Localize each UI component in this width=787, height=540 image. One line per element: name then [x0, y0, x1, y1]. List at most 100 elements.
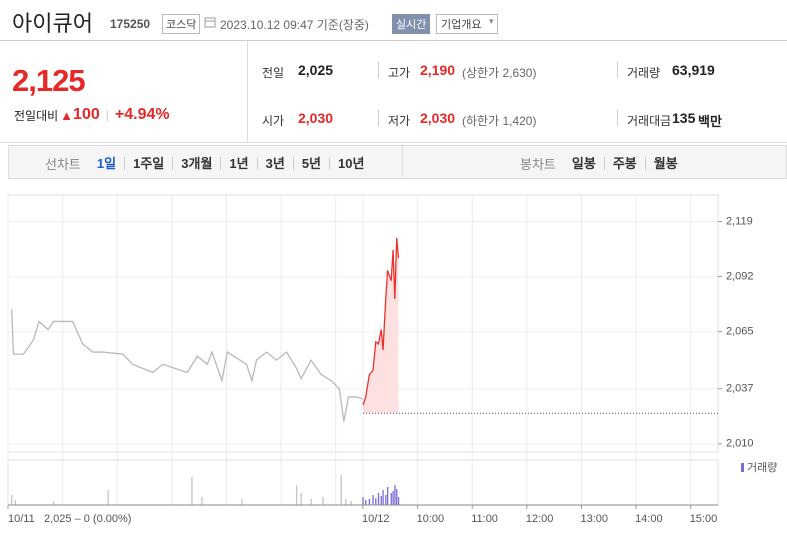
area: [363, 237, 399, 414]
price-line: [10, 309, 364, 422]
volume-bar: [377, 493, 380, 505]
price-box: [0, 41, 248, 142]
current-price: 2,125: [12, 63, 86, 98]
volume-bar: [362, 497, 364, 505]
x-tick-label: 12:00: [526, 513, 554, 525]
separator: [617, 110, 618, 126]
volume-bar: [14, 500, 16, 505]
volume-bar: [52, 501, 55, 505]
y-tick-label: 2,119: [726, 215, 753, 227]
legend-label: 거래량: [747, 461, 777, 474]
summary-value: 135: [672, 110, 696, 126]
volume-bar: [386, 487, 389, 505]
volume-bar: [385, 495, 387, 505]
volume-bar: [340, 475, 342, 505]
summary-value: 2,025: [298, 62, 334, 78]
summary-label: 시가: [262, 114, 285, 128]
up-arrow: ▲: [60, 107, 74, 123]
volume-bar: [375, 498, 377, 505]
volume-bar: [372, 495, 374, 505]
x-tick-label: 10:00: [417, 513, 445, 525]
volume-bar: [380, 496, 382, 505]
summary-note: (하한가 1,420): [462, 114, 537, 128]
volume-bar: [295, 485, 298, 505]
divider: [402, 146, 403, 178]
company-button[interactable]: 기업개요 ▾: [436, 14, 499, 34]
volume-bar: [191, 477, 193, 505]
summary-label: 거래량: [627, 66, 661, 80]
volume-bar: [365, 500, 367, 505]
y-tick-label: 2,010: [726, 438, 754, 450]
volume-bar: [300, 493, 302, 505]
volume-bar: [390, 493, 392, 505]
summary-note: (상한가 2,630): [462, 66, 537, 80]
volume-bar: [382, 490, 384, 505]
tab[interactable]: 일봉: [571, 156, 596, 171]
separator: [378, 110, 379, 126]
x-tick-label: 10/11: [8, 513, 35, 525]
volume-bar: [397, 497, 400, 505]
summary-value: 2,030: [420, 110, 456, 126]
separator: [617, 62, 618, 78]
volume-bar: [396, 489, 398, 505]
summary-value: 63,919: [672, 62, 715, 78]
company-label: 기업개요: [441, 19, 482, 31]
tab[interactable]: 1주일: [124, 157, 172, 170]
market-badge: 코스닥: [162, 14, 201, 34]
tab[interactable]: 3개월: [172, 157, 220, 170]
summary-label: 고가: [388, 66, 411, 80]
tab[interactable]: 1년: [220, 157, 256, 170]
change-label: 전일대비: [14, 108, 59, 123]
separator: [378, 62, 379, 78]
x-tick-label: 14:00: [635, 513, 663, 525]
volume-bar: [322, 497, 324, 505]
summary-label: 저가: [388, 114, 411, 128]
tab[interactable]: 5년: [292, 157, 329, 170]
datetime: 2023.10.12 09:47 기준(장중): [220, 18, 369, 32]
change-pct: +4.94%: [114, 106, 170, 123]
tab[interactable]: 월봉: [644, 157, 686, 170]
tab[interactable]: 10년: [329, 157, 372, 170]
volume-bar: [350, 501, 352, 505]
y-tick-label: 2,065: [726, 326, 754, 338]
summary-unit: 백만: [698, 114, 722, 129]
volume-bar: [241, 499, 243, 505]
change-row: 전일대비 ▲ 100 | +4.94%: [14, 106, 170, 124]
x-tick-label: 15:00: [690, 513, 718, 525]
realtime-button[interactable]: 실시간: [392, 14, 431, 34]
volume-bar: [310, 499, 312, 505]
volume-bar: [345, 499, 347, 505]
tab[interactable]: 주봉: [603, 157, 645, 170]
divider: [0, 40, 787, 41]
calendar-icon: [204, 17, 216, 28]
volume-bar: [107, 490, 109, 505]
x-note: 2,025 – 0 (0.00%): [44, 513, 131, 525]
volume-bar: [11, 495, 13, 505]
x-tick-label: 13:00: [580, 513, 608, 525]
summary-label: 전일: [262, 66, 285, 80]
stock-name: 아이큐어: [12, 11, 93, 36]
legend-swatch: [741, 463, 744, 472]
volume-bar: [394, 485, 396, 505]
x-tick-label: 11:00: [471, 513, 498, 525]
volume-bar: [201, 497, 203, 505]
tab-group-label: 선차트: [45, 157, 81, 172]
tab-group-label: 봉차트: [520, 157, 556, 172]
separator: |: [105, 108, 109, 122]
y-tick-label: 2,037: [726, 383, 754, 395]
summary-value: 2,030: [298, 110, 334, 126]
tab-bar: [8, 145, 787, 179]
summary-value: 2,190: [420, 62, 456, 78]
line-tabs: 선차트 1일 1주일 3개월 1년 3년 5년 10년: [45, 154, 372, 173]
divider: [0, 142, 787, 143]
price-line: [362, 237, 400, 406]
change: 100: [73, 106, 100, 123]
volume-bar: [392, 491, 394, 505]
stock-code: 175250: [110, 17, 151, 31]
candle-tabs: 봉차트 일봉 주봉 월봉: [520, 154, 686, 173]
y-tick-label: 2,092: [726, 270, 754, 282]
tab[interactable]: 1일: [96, 156, 117, 171]
tab[interactable]: 3년: [256, 157, 293, 170]
